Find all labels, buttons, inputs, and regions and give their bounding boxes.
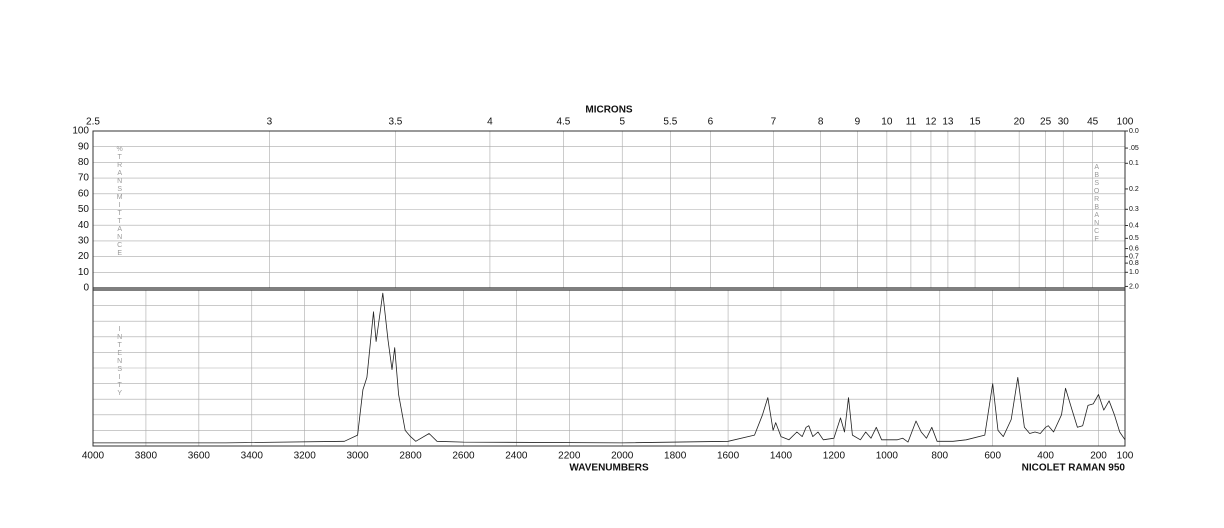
y2-tick-label: .05 xyxy=(1129,145,1139,152)
y2-tick-label: 0.8 xyxy=(1129,260,1139,267)
x-tick-label: 1600 xyxy=(717,451,740,462)
y2-tick-label: 0.7 xyxy=(1129,254,1139,261)
x-tick-label: 1200 xyxy=(823,451,846,462)
y2-tick-label: 0.0 xyxy=(1129,128,1139,135)
x2-tick-label: 100 xyxy=(1117,117,1134,128)
x-tick-label: 3000 xyxy=(346,451,369,462)
y-tick-label: 90 xyxy=(78,141,90,152)
x2-tick-label: 20 xyxy=(1014,117,1026,128)
x2-tick-label: 25 xyxy=(1040,117,1052,128)
x-tick-label: 3800 xyxy=(135,451,158,462)
x2-tick-label: 13 xyxy=(942,117,954,128)
x2-tick-label: 9 xyxy=(855,117,861,128)
x2-tick-label: 7 xyxy=(771,117,777,128)
x2-tick-label: 5 xyxy=(619,117,625,128)
x-tick-label: 600 xyxy=(984,451,1001,462)
x-tick-label: 3600 xyxy=(188,451,211,462)
y-tick-label: 20 xyxy=(78,251,90,262)
y-tick-label: 40 xyxy=(78,220,90,231)
x-tick-label: 4000 xyxy=(82,451,105,462)
x2-tick-label: 2.5 xyxy=(86,117,100,128)
y-tick-label: 80 xyxy=(78,157,90,168)
y-axis-title: %TRANSMITTANCE xyxy=(116,146,123,258)
x-tick-label: 1800 xyxy=(664,451,687,462)
x2-tick-label: 11 xyxy=(906,117,917,128)
x2-tick-label: 4.5 xyxy=(556,117,570,128)
x-tick-label: 800 xyxy=(931,451,948,462)
x-tick-label: 2000 xyxy=(611,451,634,462)
y-tick-label: 50 xyxy=(78,204,90,215)
x-tick-label: 2400 xyxy=(505,451,528,462)
x-tick-label: 3200 xyxy=(294,451,317,462)
x2-tick-label: 6 xyxy=(708,117,714,128)
x-tick-label: 100 xyxy=(1117,451,1134,462)
x-tick-label: 2600 xyxy=(452,451,475,462)
y2-tick-label: 0.3 xyxy=(1129,206,1139,213)
x-tick-label: 200 xyxy=(1090,451,1107,462)
y2-axis-title: ABSORBANCE xyxy=(1093,164,1100,244)
x-tick-label: 400 xyxy=(1037,451,1054,462)
x2-tick-label: 3.5 xyxy=(388,117,402,128)
x2-tick-label: 8 xyxy=(818,117,824,128)
x2-tick-label: 15 xyxy=(969,117,981,128)
x2-tick-label: 10 xyxy=(881,117,893,128)
x2-tick-label: 30 xyxy=(1058,117,1070,128)
x2-tick-label: 12 xyxy=(925,117,937,128)
x-axis-title: WAVENUMBERS xyxy=(569,463,649,474)
x-tick-label: 2800 xyxy=(399,451,422,462)
y2-tick-label: 0.2 xyxy=(1129,186,1139,193)
y-tick-label: 0 xyxy=(83,283,89,294)
x2-tick-label: 4 xyxy=(487,117,493,128)
x-tick-label: 2200 xyxy=(558,451,581,462)
x-tick-label: 1400 xyxy=(770,451,793,462)
x-tick-label: 1000 xyxy=(876,451,899,462)
x-tick-label: 3400 xyxy=(241,451,264,462)
y2-tick-label: 0.6 xyxy=(1129,245,1139,252)
instrument-label: NICOLET RAMAN 950 xyxy=(1022,463,1126,474)
y2-tick-label: 2.0 xyxy=(1129,283,1139,290)
y-tick-label: 10 xyxy=(78,267,90,278)
x2-tick-label: 3 xyxy=(267,117,273,128)
y2-tick-label: 1.0 xyxy=(1129,269,1139,276)
y2-tick-label: 0.1 xyxy=(1129,160,1139,167)
x2-tick-label: 45 xyxy=(1087,117,1099,128)
y2-tick-label: 0.5 xyxy=(1129,235,1139,242)
spectrum-line xyxy=(93,292,1126,444)
y-tick-label: 60 xyxy=(78,188,90,199)
top-axis-title: MICRONS xyxy=(585,105,633,116)
y-tick-label: 30 xyxy=(78,236,90,247)
x2-tick-label: 5.5 xyxy=(663,117,677,128)
intensity-title: INTENSITY xyxy=(116,326,123,398)
y2-tick-label: 0.4 xyxy=(1129,222,1139,229)
y-tick-label: 100 xyxy=(72,126,89,137)
y-tick-label: 70 xyxy=(78,173,90,184)
